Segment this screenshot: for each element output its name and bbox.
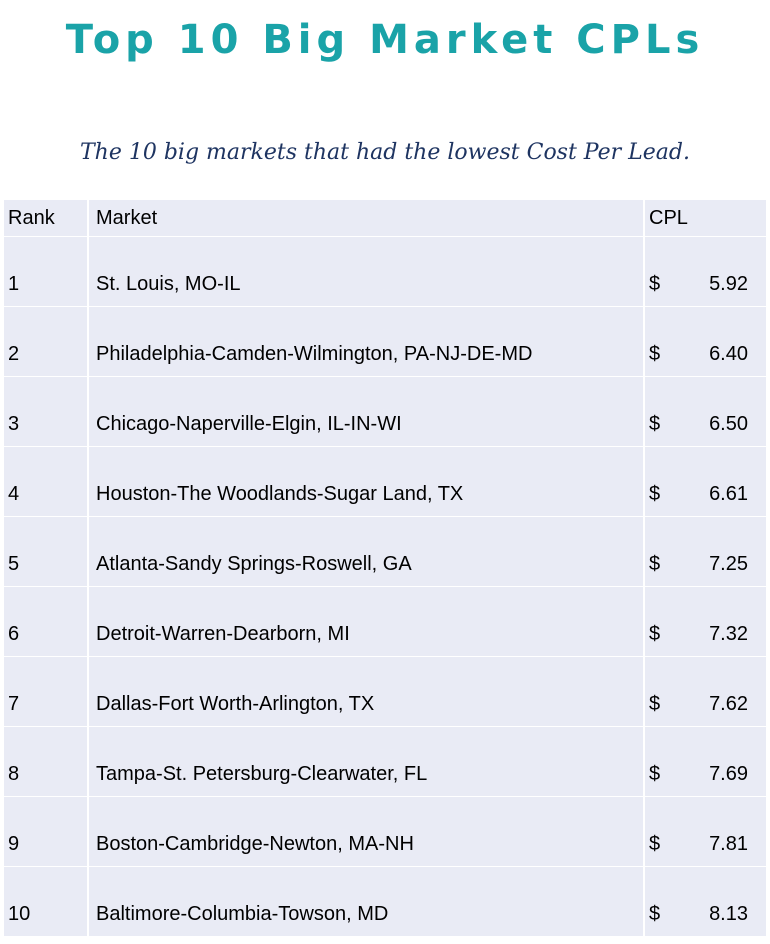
header-cpl: CPL [645, 200, 766, 236]
cpl-value: 7.25 [709, 553, 748, 575]
market-cell: Chicago-Naperville-Elgin, IL-IN-WI [89, 377, 645, 446]
cpl-value: 5.92 [709, 273, 748, 295]
rank-cell: 6 [4, 587, 89, 656]
table-row: 7 Dallas-Fort Worth-Arlington, TX $7.62 [4, 657, 766, 727]
rank-cell: 7 [4, 657, 89, 726]
cpl-cell: $7.81 [645, 797, 766, 866]
cpl-value: 6.61 [709, 483, 748, 505]
cpl-cell: $7.62 [645, 657, 766, 726]
table-row: 3 Chicago-Naperville-Elgin, IL-IN-WI $6.… [4, 377, 766, 447]
market-cell: Houston-The Woodlands-Sugar Land, TX [89, 447, 645, 516]
cpl-cell: $6.61 [645, 447, 766, 516]
rank-cell: 10 [4, 867, 89, 936]
cpl-cell: $6.40 [645, 307, 766, 376]
table-row: 8 Tampa-St. Petersburg-Clearwater, FL $7… [4, 727, 766, 797]
currency-symbol: $ [649, 483, 661, 505]
rank-cell: 5 [4, 517, 89, 586]
currency-symbol: $ [649, 903, 661, 925]
cpl-cell: $8.13 [645, 867, 766, 936]
market-cell: Detroit-Warren-Dearborn, MI [89, 587, 645, 656]
cpl-value: 8.13 [709, 903, 748, 925]
table-row: 9 Boston-Cambridge-Newton, MA-NH $7.81 [4, 797, 766, 867]
cpl-value: 6.40 [709, 343, 748, 365]
currency-symbol: $ [649, 623, 661, 645]
market-cell: Tampa-St. Petersburg-Clearwater, FL [89, 727, 645, 796]
currency-symbol: $ [649, 693, 661, 715]
currency-symbol: $ [649, 833, 661, 855]
table-row: 1 St. Louis, MO-IL $5.92 [4, 237, 766, 307]
table-row: 2 Philadelphia-Camden-Wilmington, PA-NJ-… [4, 307, 766, 377]
cpl-value: 7.69 [709, 763, 748, 785]
rank-cell: 4 [4, 447, 89, 516]
cpl-cell: $7.32 [645, 587, 766, 656]
table-row: 4 Houston-The Woodlands-Sugar Land, TX $… [4, 447, 766, 517]
table-row: 10 Baltimore-Columbia-Towson, MD $8.13 [4, 867, 766, 937]
rank-cell: 3 [4, 377, 89, 446]
rank-cell: 1 [4, 237, 89, 306]
currency-symbol: $ [649, 413, 661, 435]
rank-cell: 8 [4, 727, 89, 796]
market-cell: Baltimore-Columbia-Towson, MD [89, 867, 645, 936]
market-cell: Dallas-Fort Worth-Arlington, TX [89, 657, 645, 726]
cpl-value: 7.62 [709, 693, 748, 715]
table-row: 5 Atlanta-Sandy Springs-Roswell, GA $7.2… [4, 517, 766, 587]
currency-symbol: $ [649, 763, 661, 785]
table-header-row: Rank Market CPL [4, 200, 766, 237]
cpl-value: 6.50 [709, 413, 748, 435]
cpl-cell: $7.69 [645, 727, 766, 796]
page-subtitle: The 10 big markets that had the lowest C… [80, 140, 690, 165]
currency-symbol: $ [649, 273, 661, 295]
page-title: Top 10 Big Market CPLs [65, 17, 705, 63]
header-market: Market [89, 200, 645, 236]
rank-cell: 9 [4, 797, 89, 866]
cpl-cell: $7.25 [645, 517, 766, 586]
market-cell: St. Louis, MO-IL [89, 237, 645, 306]
cpl-value: 7.32 [709, 623, 748, 645]
currency-symbol: $ [649, 553, 661, 575]
market-cell: Boston-Cambridge-Newton, MA-NH [89, 797, 645, 866]
cpl-cell: $6.50 [645, 377, 766, 446]
table-row: 6 Detroit-Warren-Dearborn, MI $7.32 [4, 587, 766, 657]
currency-symbol: $ [649, 343, 661, 365]
header-rank: Rank [4, 200, 89, 236]
cpl-cell: $5.92 [645, 237, 766, 306]
cpl-value: 7.81 [709, 833, 748, 855]
market-cell: Atlanta-Sandy Springs-Roswell, GA [89, 517, 645, 586]
rank-cell: 2 [4, 307, 89, 376]
cpl-table: Rank Market CPL 1 St. Louis, MO-IL $5.92… [4, 200, 766, 937]
market-cell: Philadelphia-Camden-Wilmington, PA-NJ-DE… [89, 307, 645, 376]
